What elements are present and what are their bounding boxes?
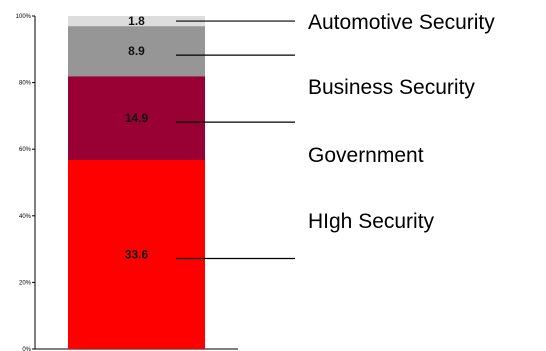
bar-layer [68,16,205,349]
bar-segment-high-security [68,160,205,349]
data-label-high-security: 33.6 [125,248,149,262]
bar-segment-automotive-security [68,16,205,27]
y-tick-label: 40% [19,214,32,220]
legend-label-government: Government [308,144,424,167]
bar-segment-government [68,76,205,160]
legend-layer: HIgh Security Government Business Security… [176,11,495,260]
data-label-government: 14.9 [125,111,149,125]
bar-segment-business-security [68,26,205,77]
legend-label-business-security: Business Security [308,76,475,99]
data-label-automotive-security: 1.8 [128,14,145,28]
y-tick-label: 0% [22,347,31,351]
legend-label-high-security: HIgh Security [308,210,435,233]
y-tick-label: 100% [16,14,32,20]
legend-label-automotive-security: Automotive Security [308,11,495,34]
y-tick-label: 80% [19,81,32,87]
label-layer: 33.6 14.9 8.9 1.8 [125,14,149,261]
y-tick-label: 20% [19,280,32,286]
data-label-business-security: 8.9 [128,44,145,58]
y-tick-label: 60% [19,147,32,153]
